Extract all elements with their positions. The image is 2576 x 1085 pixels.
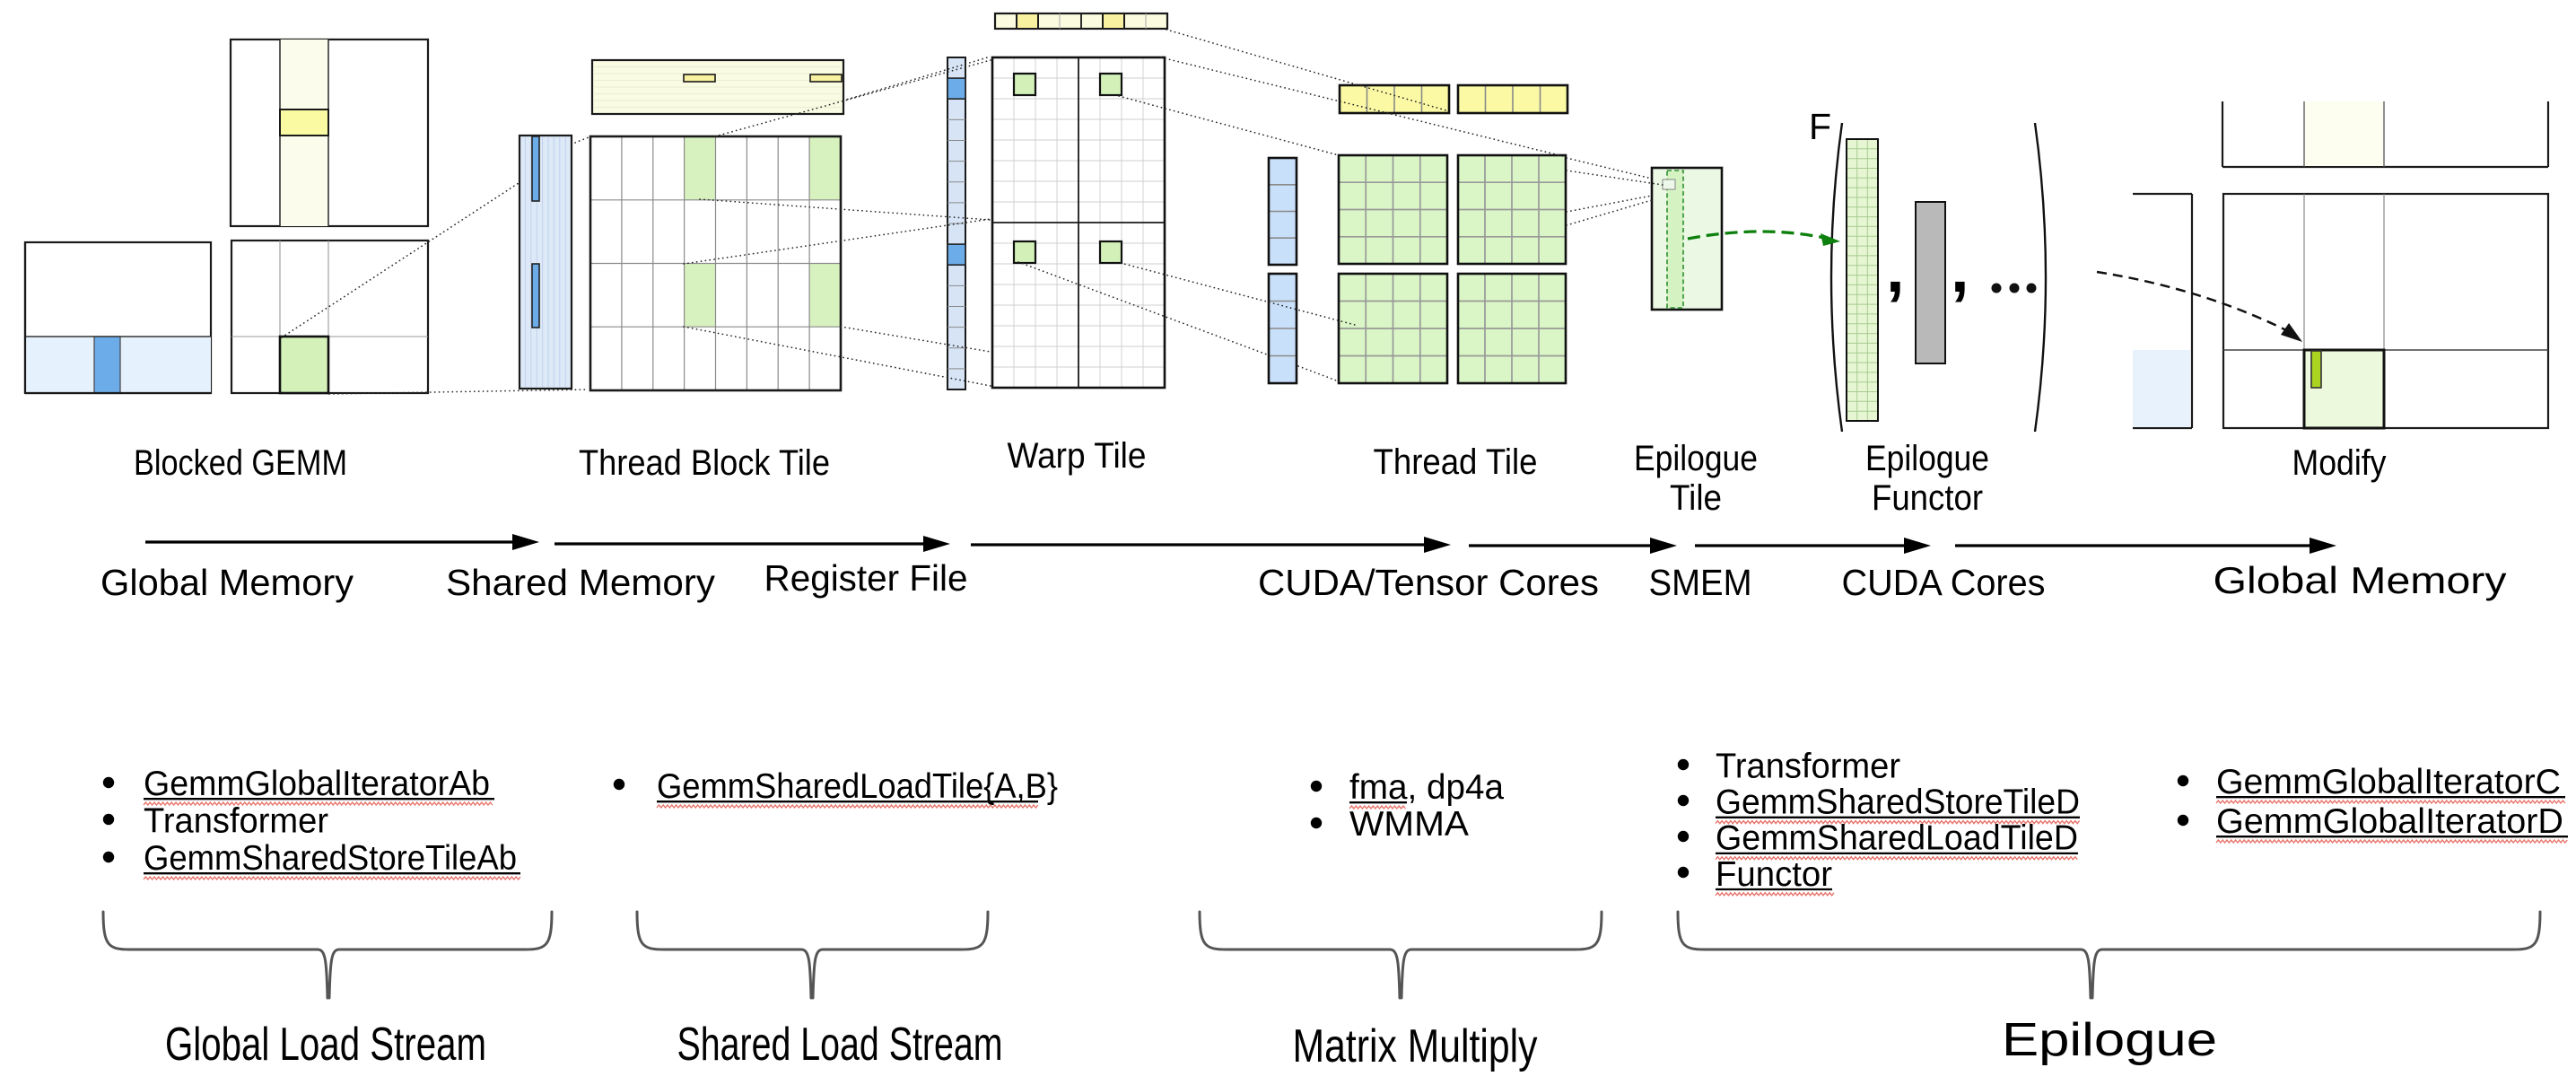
- svg-text:Global Memory: Global Memory: [2214, 559, 2507, 601]
- svg-text:,: ,: [1951, 232, 1969, 306]
- svg-text:Global Load Stream: Global Load Stream: [165, 1019, 486, 1071]
- svg-text:Transformer: Transformer: [1716, 748, 1900, 786]
- svg-text:Epilogue: Epilogue: [2002, 1014, 2217, 1066]
- svg-text:Transformer: Transformer: [144, 802, 328, 841]
- svg-text:Warp Tile: Warp Tile: [1008, 436, 1147, 476]
- svg-text:F: F: [1809, 106, 1831, 147]
- svg-text:Blocked GEMM: Blocked GEMM: [134, 443, 347, 483]
- svg-text:Shared Memory: Shared Memory: [446, 562, 716, 603]
- svg-text:GemmSharedStoreTileAb: GemmSharedStoreTileAb: [144, 839, 517, 878]
- svg-text:GemmGlobalIteratorAb: GemmGlobalIteratorAb: [144, 765, 490, 803]
- svg-text:Matrix Multiply: Matrix Multiply: [1293, 1020, 1538, 1072]
- svg-text:GemmGlobalIteratorC: GemmGlobalIteratorC: [2216, 763, 2561, 801]
- svg-text:Shared Load Stream: Shared Load Stream: [677, 1019, 1003, 1071]
- svg-text:GemmGlobalIteratorD: GemmGlobalIteratorD: [2216, 802, 2563, 841]
- svg-text:CUDA Cores: CUDA Cores: [1842, 562, 2046, 603]
- svg-text:Functor: Functor: [1716, 855, 1832, 894]
- svg-text:Functor: Functor: [1872, 478, 1983, 518]
- svg-text:Epilogue: Epilogue: [1865, 439, 1989, 478]
- svg-text:Register File: Register File: [764, 557, 968, 599]
- svg-text:fma, dp4a: fma, dp4a: [1349, 768, 1504, 807]
- svg-text:Thread Tile: Thread Tile: [1374, 442, 1538, 482]
- svg-text:GemmSharedLoadTileD: GemmSharedLoadTileD: [1716, 819, 2078, 858]
- svg-text:CUDA/Tensor Cores: CUDA/Tensor Cores: [1258, 562, 1599, 603]
- svg-text:GemmSharedStoreTileD: GemmSharedStoreTileD: [1716, 783, 2080, 822]
- svg-text:Thread Block Tile: Thread Block Tile: [579, 443, 830, 483]
- svg-text:Global Memory: Global Memory: [100, 562, 354, 603]
- svg-text:Modify: Modify: [2292, 443, 2387, 483]
- svg-text:Tile: Tile: [1670, 478, 1722, 518]
- svg-text:SMEM: SMEM: [1649, 562, 1752, 603]
- svg-text:,: ,: [1886, 232, 1905, 306]
- svg-text:GemmSharedLoadTile{A,B}: GemmSharedLoadTile{A,B}: [657, 767, 1058, 806]
- svg-text:WMMA: WMMA: [1349, 805, 1469, 844]
- svg-text:Epilogue: Epilogue: [1634, 439, 1758, 478]
